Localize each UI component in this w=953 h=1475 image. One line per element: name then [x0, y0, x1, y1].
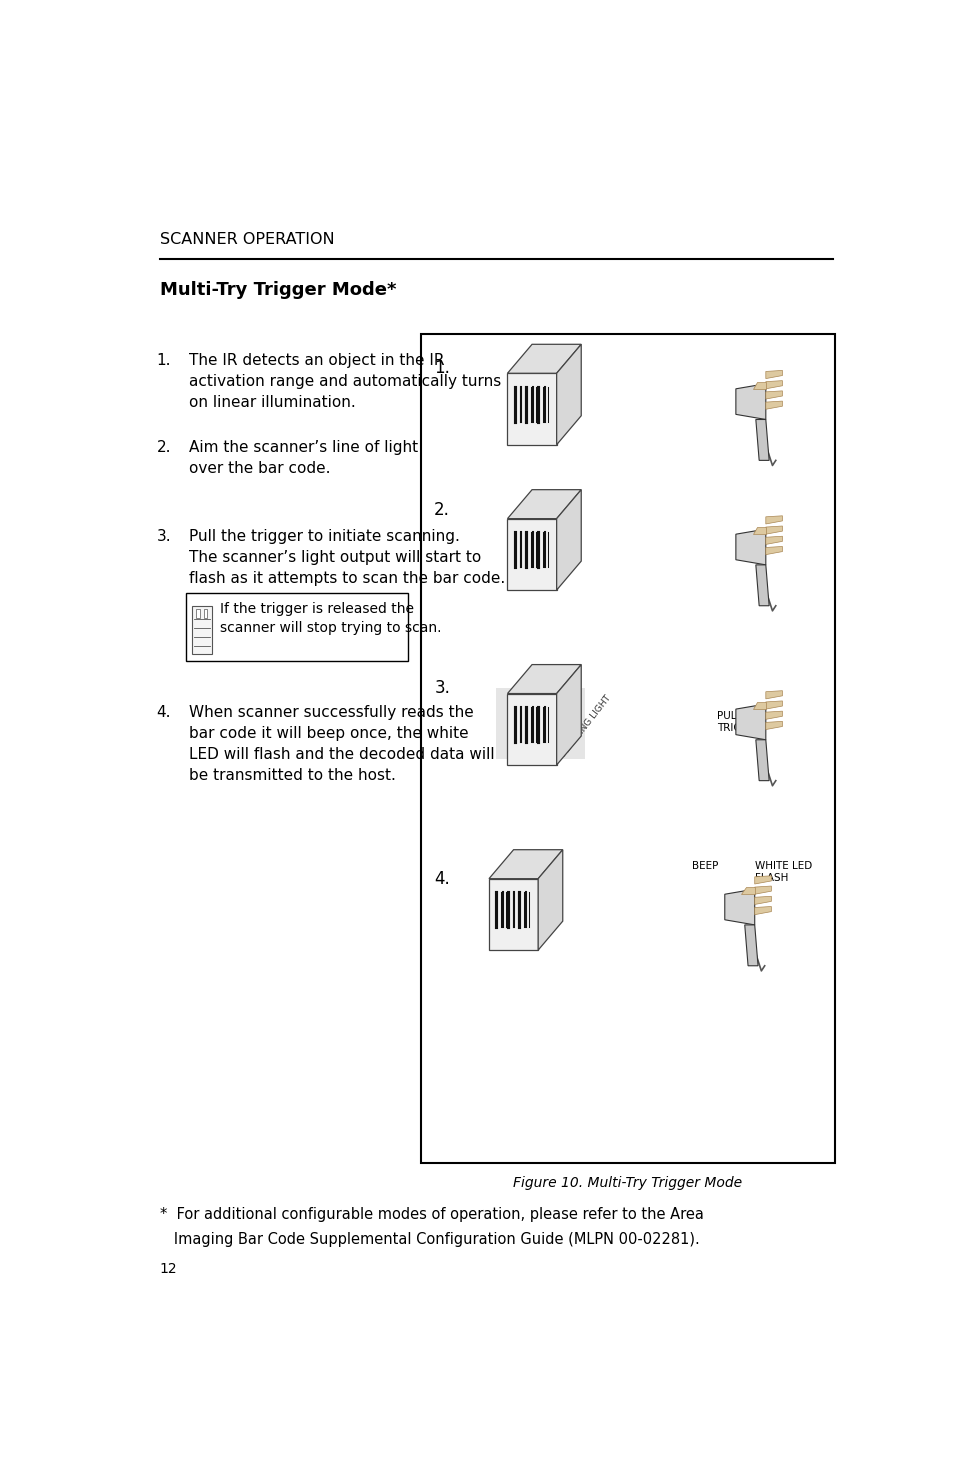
Text: FLASHING LIGHT: FLASHING LIGHT — [559, 693, 613, 758]
Polygon shape — [489, 850, 562, 879]
Text: WHITE LED
FLASH: WHITE LED FLASH — [755, 861, 812, 884]
Polygon shape — [507, 665, 580, 693]
Polygon shape — [752, 382, 765, 389]
Polygon shape — [556, 665, 580, 766]
Polygon shape — [765, 401, 781, 409]
Polygon shape — [740, 886, 754, 894]
Polygon shape — [754, 886, 771, 894]
Text: 2.: 2. — [434, 500, 450, 519]
Text: Imaging Bar Code Supplemental Configuration Guide (MLPN 00-02281).: Imaging Bar Code Supplemental Configurat… — [160, 1232, 699, 1246]
Text: *  For additional configurable modes of operation, please refer to the Area: * For additional configurable modes of o… — [160, 1207, 703, 1223]
Text: BEEP: BEEP — [692, 861, 718, 870]
Polygon shape — [507, 490, 580, 519]
Polygon shape — [507, 373, 556, 444]
Bar — [420, 333, 834, 1162]
Polygon shape — [765, 537, 781, 544]
Polygon shape — [765, 690, 781, 699]
Polygon shape — [735, 530, 765, 565]
Text: 2.: 2. — [156, 441, 171, 456]
Text: Pull the trigger to initiate scanning.
The scanner’s light output will start to
: Pull the trigger to initiate scanning. T… — [190, 530, 505, 586]
Bar — [196, 609, 199, 618]
Polygon shape — [754, 907, 771, 914]
Polygon shape — [507, 344, 580, 373]
Polygon shape — [755, 419, 768, 460]
Polygon shape — [752, 527, 765, 534]
Text: 4.: 4. — [156, 705, 171, 720]
Polygon shape — [765, 391, 781, 400]
Text: 1.: 1. — [434, 358, 450, 376]
Polygon shape — [765, 711, 781, 720]
Text: The IR detects an object in the IR
activation range and automatically turns
on l: The IR detects an object in the IR activ… — [190, 353, 501, 410]
Text: 3.: 3. — [434, 678, 450, 698]
Bar — [192, 606, 213, 653]
Polygon shape — [754, 897, 771, 904]
Polygon shape — [752, 702, 765, 709]
Text: 1.: 1. — [156, 353, 171, 369]
Text: When scanner successfully reads the
bar code it will beep once, the white
LED wi: When scanner successfully reads the bar … — [190, 705, 495, 783]
Text: 4.: 4. — [434, 870, 450, 888]
Polygon shape — [765, 701, 781, 709]
Text: SCANNER OPERATION: SCANNER OPERATION — [160, 233, 335, 248]
Polygon shape — [735, 704, 765, 740]
Polygon shape — [765, 546, 781, 555]
Polygon shape — [496, 687, 584, 758]
Polygon shape — [765, 381, 781, 389]
Bar — [203, 609, 207, 618]
Polygon shape — [507, 519, 556, 590]
Polygon shape — [755, 565, 768, 606]
Polygon shape — [489, 879, 537, 950]
Polygon shape — [765, 527, 781, 534]
Bar — [186, 593, 407, 661]
Polygon shape — [556, 344, 580, 444]
Text: Aim the scanner’s line of light
over the bar code.: Aim the scanner’s line of light over the… — [190, 441, 418, 476]
Polygon shape — [765, 516, 781, 524]
Polygon shape — [765, 721, 781, 730]
Polygon shape — [754, 876, 771, 884]
Polygon shape — [507, 693, 556, 766]
Polygon shape — [765, 370, 781, 379]
Polygon shape — [537, 850, 562, 950]
Polygon shape — [755, 740, 768, 780]
Text: Multi-Try Trigger Mode*: Multi-Try Trigger Mode* — [160, 280, 396, 298]
Text: 3.: 3. — [156, 530, 171, 544]
Polygon shape — [744, 925, 758, 966]
Text: PULL
TRIGGER: PULL TRIGGER — [716, 711, 762, 733]
Text: Figure 10. Multi-Try Trigger Mode: Figure 10. Multi-Try Trigger Mode — [513, 1177, 741, 1190]
Polygon shape — [735, 384, 765, 419]
Text: 12: 12 — [160, 1263, 177, 1276]
Polygon shape — [724, 889, 754, 925]
Polygon shape — [556, 490, 580, 590]
Text: If the trigger is released the
scanner will stop trying to scan.: If the trigger is released the scanner w… — [219, 602, 441, 636]
